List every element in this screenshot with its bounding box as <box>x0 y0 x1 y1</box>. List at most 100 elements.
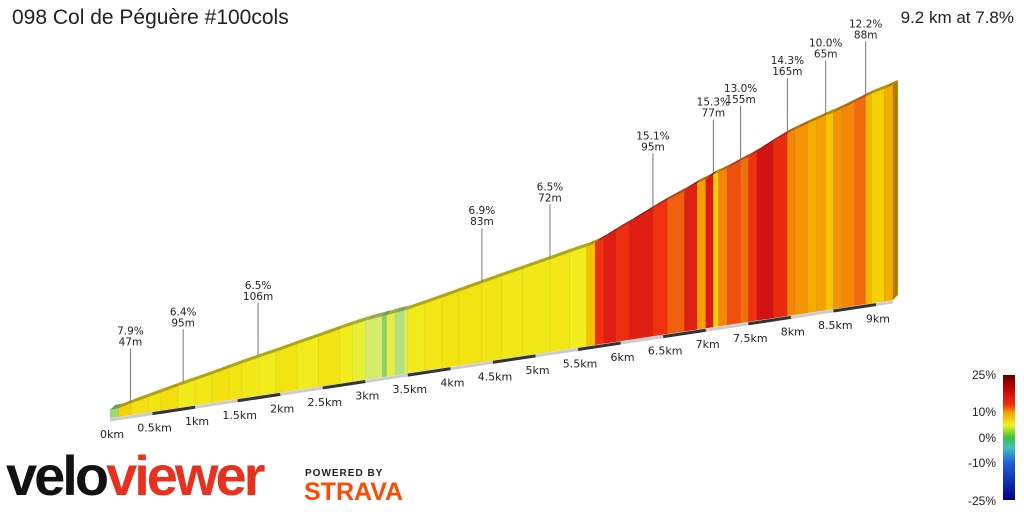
segment-top-rim <box>549 247 575 260</box>
gradient-segment <box>365 315 383 380</box>
segment-top-rim <box>161 381 184 393</box>
annotation-length: 83m <box>470 216 494 228</box>
x-tick-label: 1km <box>185 415 209 428</box>
legend-label: -25% <box>967 494 996 508</box>
gradient-segment <box>275 343 298 394</box>
segment-top-rim <box>382 310 392 317</box>
segment-top-rim <box>841 97 860 109</box>
segment-top-rim <box>773 128 793 142</box>
gradient-segment <box>241 357 260 399</box>
x-tick-label: 3km <box>355 390 379 403</box>
x-tick-label: 5.5km <box>563 357 598 370</box>
x-tick-label: 2km <box>270 402 294 415</box>
gradient-segment <box>628 208 654 341</box>
segment-top-rim <box>441 286 464 298</box>
gradient-segment <box>586 242 596 347</box>
annotation-gradient: 14.3% <box>771 55 804 67</box>
legend-label: 25% <box>971 368 996 382</box>
gradient-segment <box>318 328 340 387</box>
baseline-dash <box>577 341 621 351</box>
segment-top-rim <box>352 315 371 325</box>
x-tick-label: 6km <box>611 351 635 364</box>
logo-velo: velo <box>6 444 109 507</box>
gradient-segment <box>382 315 387 378</box>
segment-top-rim <box>386 307 401 316</box>
baseline-dash <box>662 328 706 339</box>
gradient-segment <box>696 178 706 330</box>
segment-top-rim <box>501 263 528 277</box>
segment-top-rim <box>569 241 592 253</box>
segment-top-rim <box>275 339 303 352</box>
segment-top-rim <box>258 346 281 358</box>
gradient-segment <box>841 101 855 308</box>
annotation-length: 106m <box>243 291 273 303</box>
gradient-segment <box>871 88 885 304</box>
annotation-gradient: 6.9% <box>469 205 496 217</box>
segment-top-rim <box>697 174 711 184</box>
segment-top-rim <box>178 375 201 387</box>
x-tick-label: 0.5km <box>137 422 172 435</box>
segment-top-rim <box>795 118 813 130</box>
segment-top-rim <box>816 110 831 120</box>
gradient-segment <box>740 156 749 324</box>
x-tick-label: 6.5km <box>648 345 683 358</box>
gradient-segment <box>884 84 894 302</box>
segment-top-rim <box>458 278 487 292</box>
gradient-segment <box>713 172 719 328</box>
segment-top-rim <box>616 217 635 231</box>
gradient-segment <box>481 275 502 363</box>
segment-top-rim <box>667 185 690 200</box>
legend-label: -10% <box>967 456 996 470</box>
gradient-segment <box>652 199 668 337</box>
segment-top-rim <box>825 107 839 116</box>
segment-top-rim <box>748 147 762 157</box>
annotation-gradient: 6.4% <box>170 306 197 318</box>
segment-top-rim <box>726 155 746 169</box>
x-tick-label: 5km <box>525 364 549 377</box>
x-tick-label: 9km <box>866 313 890 326</box>
annotation-gradient: 13.0% <box>724 83 757 95</box>
annotation-gradient: 15.1% <box>636 130 669 142</box>
gradient-segment <box>773 132 788 319</box>
annotation-length: 88m <box>854 29 878 41</box>
annotation-length: 77m <box>702 108 726 120</box>
veloviewer-logo: veloviewer <box>6 448 265 504</box>
logo-viewer: viewer <box>106 444 265 507</box>
annotation-length: 47m <box>119 337 143 349</box>
baseline-dash <box>152 405 196 416</box>
gradient-segment <box>594 237 604 346</box>
baseline-dash <box>322 380 366 390</box>
x-tick-label: 4km <box>440 377 464 390</box>
segment-top-rim <box>148 387 167 397</box>
x-tick-label: 7.5km <box>733 332 768 345</box>
gradient-segment <box>403 309 409 374</box>
strava-logo: STRAVA <box>304 478 404 506</box>
gradient-segment <box>854 95 866 307</box>
gradient-segment <box>352 320 366 382</box>
gradient-segment <box>339 324 353 384</box>
segment-top-rim <box>229 358 247 369</box>
segment-top-rim <box>522 254 555 269</box>
segment-top-rim <box>195 369 218 381</box>
gradient-segment <box>616 222 630 342</box>
powered-by-label: POWERED BY <box>305 468 384 479</box>
segment-top-rim <box>595 233 609 244</box>
gradient-segment <box>705 174 714 329</box>
baseline-dash <box>833 303 877 313</box>
annotation-length: 155m <box>725 94 755 106</box>
segment-top-rim <box>854 91 871 103</box>
gradient-segment <box>458 282 483 366</box>
x-tick-label: 3.5km <box>393 383 428 396</box>
gradient-segment <box>865 93 872 305</box>
climb-title: 098 Col de Péguère #100cols <box>12 6 289 29</box>
gradient-segment <box>441 291 460 369</box>
gradient-segment <box>756 140 774 321</box>
gradient-segment <box>748 151 757 323</box>
segment-top-rim <box>110 403 124 410</box>
segment-top-rim <box>318 324 345 337</box>
gradient-segment <box>667 190 685 335</box>
segment-top-rim <box>807 114 822 124</box>
segment-top-rim <box>403 304 413 311</box>
segment-top-rim <box>871 83 890 94</box>
annotation-length: 65m <box>814 48 838 60</box>
